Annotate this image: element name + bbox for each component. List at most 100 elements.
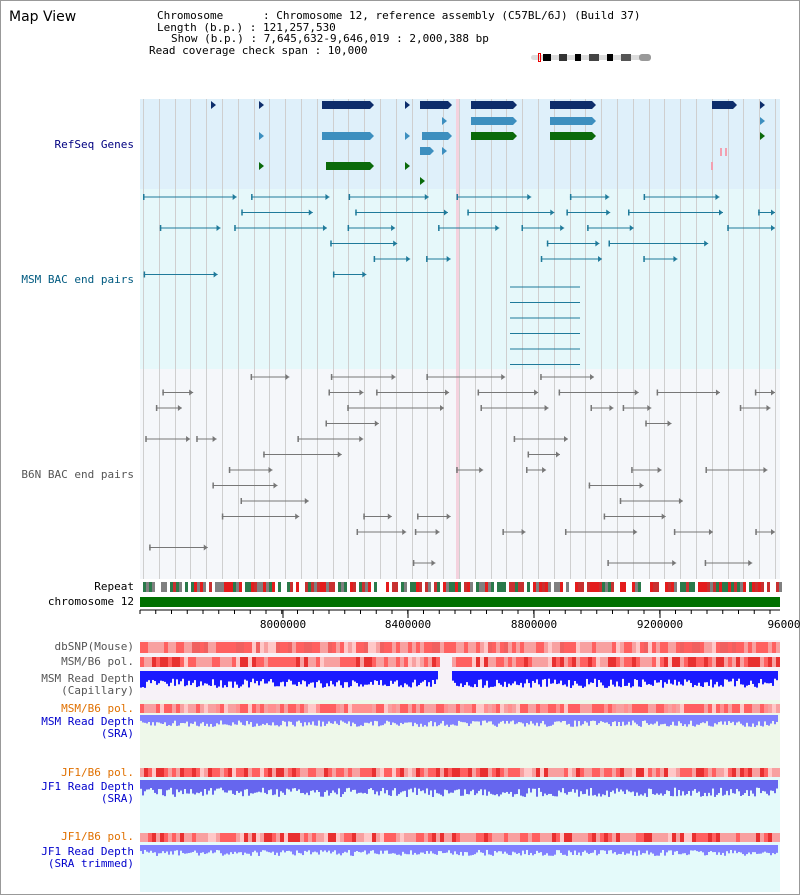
depth-bar-jf1-trimmed bbox=[292, 845, 294, 855]
repeat-segment bbox=[197, 582, 200, 592]
depth-bar-jf1-sra bbox=[234, 780, 236, 795]
polymorphism-cell bbox=[252, 768, 256, 777]
depth-bar-msm-sra bbox=[180, 715, 182, 724]
depth-bar-jf1-trimmed bbox=[358, 845, 360, 852]
gene-feature bbox=[471, 101, 513, 109]
grid-line bbox=[649, 99, 650, 579]
depth-bar-jf1-trimmed bbox=[242, 845, 244, 856]
depth-bar-jf1-sra bbox=[394, 780, 396, 789]
jf1-b6-pol-2-label[interactable]: JF1/B6 pol. bbox=[61, 830, 134, 843]
msm-depth-sra-label[interactable]: MSM Read Depth (SRA) bbox=[41, 716, 134, 740]
polymorphism-cell bbox=[336, 833, 340, 842]
depth-bar-capillary bbox=[466, 671, 468, 683]
jf1-b6-pol-label[interactable]: JF1/B6 pol. bbox=[61, 766, 134, 779]
depth-bar-jf1-sra bbox=[368, 780, 370, 790]
depth-bar-jf1-trimmed bbox=[216, 845, 218, 851]
polymorphism-cell bbox=[768, 704, 772, 713]
b6n-bac-pair-arrow bbox=[544, 405, 549, 411]
msm-depth-capillary-label[interactable]: MSM Read Depth (Capillary) bbox=[41, 673, 134, 697]
dbsnp-label[interactable]: dbSNP(Mouse) bbox=[54, 640, 134, 653]
polymorphism-cell bbox=[724, 768, 728, 777]
depth-bar-jf1-trimmed bbox=[550, 845, 552, 856]
depth-bar-jf1-sra bbox=[296, 780, 298, 791]
repeat-segment bbox=[635, 582, 638, 592]
repeat-segment bbox=[227, 582, 230, 592]
depth-bar-jf1-trimmed bbox=[572, 845, 574, 855]
depth-bar-jf1-trimmed bbox=[564, 845, 566, 855]
depth-bar-jf1-sra bbox=[150, 780, 152, 789]
repeat-segment bbox=[569, 582, 572, 592]
polymorphism-cell bbox=[464, 768, 468, 777]
repeat-segment bbox=[164, 582, 167, 592]
polymorphism-cell bbox=[596, 704, 600, 713]
depth-bar-capillary bbox=[532, 671, 534, 681]
repeat-segment bbox=[266, 582, 269, 592]
refseq-label[interactable]: RefSeq Genes bbox=[54, 138, 134, 151]
polymorphism-cell bbox=[256, 768, 260, 777]
depth-bar-capillary bbox=[760, 671, 762, 679]
polymorphism-cell bbox=[632, 704, 636, 713]
depth-bar-jf1-trimmed bbox=[536, 845, 538, 851]
polymorphism-cell bbox=[716, 657, 720, 667]
depth-bar-msm-sra bbox=[182, 715, 184, 724]
polymorphism-cell bbox=[336, 657, 340, 667]
depth-bar-jf1-trimmed bbox=[742, 845, 744, 855]
b6n-bac-pair-arrow bbox=[657, 467, 662, 473]
repeat-segment bbox=[290, 582, 293, 592]
polymorphism-cell bbox=[504, 642, 508, 653]
depth-bar-capillary bbox=[318, 671, 320, 681]
gene-feature bbox=[550, 132, 592, 140]
msm-b6-pol-2-label[interactable]: MSM/B6 pol. bbox=[61, 702, 134, 715]
jf1-depth-sra-label[interactable]: JF1 Read Depth (SRA) bbox=[41, 781, 134, 805]
jf1-depth-trimmed-label[interactable]: JF1 Read Depth (SRA trimmed) bbox=[41, 846, 134, 870]
depth-bar-capillary bbox=[240, 671, 242, 687]
b6n-bac-pair-arrow bbox=[479, 467, 484, 473]
polymorphism-cell bbox=[232, 833, 236, 842]
repeat-label[interactable]: Repeat bbox=[94, 580, 134, 593]
polymorphism-cell bbox=[528, 642, 532, 653]
repeat-segment bbox=[626, 582, 629, 592]
polymorphism-cell bbox=[616, 704, 620, 713]
polymorphism-cell bbox=[564, 768, 568, 777]
depth-bar-capillary bbox=[226, 671, 228, 688]
polymorphism-cell bbox=[384, 704, 388, 713]
polymorphism-cell bbox=[188, 704, 192, 713]
depth-bar-jf1-sra bbox=[308, 780, 310, 796]
depth-bar-msm-sra bbox=[170, 715, 172, 726]
polymorphism-cell bbox=[232, 657, 236, 667]
depth-bar-jf1-trimmed bbox=[568, 845, 570, 851]
polymorphism-cell bbox=[376, 657, 380, 667]
polymorphism-cell bbox=[264, 704, 268, 713]
depth-bar-jf1-trimmed bbox=[218, 845, 220, 851]
depth-bar-msm-sra bbox=[518, 715, 520, 723]
msm-b6-pol-label[interactable]: MSM/B6 pol. bbox=[61, 655, 134, 668]
depth-bar-jf1-sra bbox=[200, 780, 202, 792]
depth-bar-jf1-trimmed bbox=[456, 845, 458, 855]
depth-bar-jf1-sra bbox=[402, 780, 404, 792]
chromosome-ideogram[interactable] bbox=[531, 53, 651, 62]
polymorphism-cell bbox=[624, 704, 628, 713]
depth-bar-jf1-trimmed bbox=[402, 845, 404, 852]
b6n-bac-pair-end bbox=[263, 451, 265, 458]
polymorphism-cell bbox=[672, 833, 676, 842]
msm-bac-pair-end bbox=[234, 225, 236, 231]
b6n-bac-label[interactable]: B6N BAC end pairs bbox=[21, 468, 134, 481]
depth-bar-capillary bbox=[668, 671, 670, 680]
polymorphism-cell bbox=[436, 833, 440, 842]
depth-bar-jf1-sra bbox=[254, 780, 256, 793]
msm-bac-label[interactable]: MSM BAC end pairs bbox=[21, 273, 134, 286]
depth-bar-jf1-trimmed bbox=[384, 845, 386, 851]
depth-bar-msm-sra bbox=[442, 715, 444, 721]
polymorphism-cell bbox=[688, 768, 692, 777]
depth-bar-jf1-sra bbox=[666, 780, 668, 791]
depth-bar-msm-sra bbox=[770, 715, 772, 724]
depth-bar-msm-sra bbox=[410, 715, 412, 723]
depth-bar-msm-sra bbox=[614, 715, 616, 722]
chromosome-label[interactable]: chromosome 12 bbox=[47, 595, 134, 608]
b6n-bac-pair-arrow bbox=[212, 436, 217, 442]
gene-feature bbox=[420, 101, 448, 109]
depth-bar-capillary bbox=[392, 671, 394, 684]
polymorphism-cell bbox=[572, 704, 576, 713]
depth-bar-capillary bbox=[522, 671, 524, 688]
